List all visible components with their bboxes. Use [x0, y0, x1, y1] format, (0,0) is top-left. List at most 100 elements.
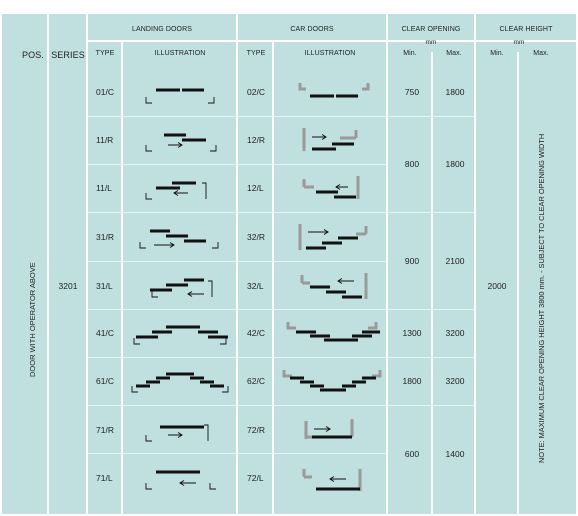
car-door-illustration	[302, 128, 358, 151]
clear-opening-min-value: 900	[404, 256, 420, 266]
landing-door-illustration	[131, 372, 229, 393]
clear-opening-min-header: Min.	[403, 50, 417, 57]
row-separator	[388, 116, 474, 117]
car-door-type: 62/C	[247, 376, 265, 386]
car-door-illustration	[302, 469, 362, 491]
height-min-max-divider	[517, 52, 519, 514]
car-door-illustration	[282, 370, 382, 392]
row-separator	[238, 261, 386, 262]
clear-height-max-header: Max.	[533, 50, 549, 57]
landing-illustration-header: ILLUSTRATION	[154, 50, 206, 57]
landing-door-type: 71/R	[96, 425, 114, 435]
car-header-divider	[238, 40, 386, 42]
car-door-illustration	[302, 176, 360, 199]
clear-opening-min-value: 750	[404, 87, 420, 97]
landing-type-divider	[121, 42, 123, 514]
landing-type-header: TYPE	[95, 50, 115, 57]
landing-door-illustration	[145, 181, 207, 200]
clear-opening-max-value: 3200	[445, 376, 465, 386]
row-separator	[88, 357, 236, 358]
clear-height-min-header: Min.	[490, 50, 504, 57]
clear-opening-header: CLEAR OPENING	[401, 26, 461, 33]
row-separator	[388, 309, 474, 310]
car-door-illustration	[298, 83, 370, 98]
clear-opening-max-value: 1800	[445, 87, 465, 97]
series-header: SERIES	[51, 50, 85, 60]
row-separator	[388, 357, 474, 358]
row-separator	[88, 261, 236, 262]
row-separator	[238, 309, 386, 310]
car-door-type: 72/R	[247, 425, 265, 435]
car-door-illustration	[304, 419, 354, 439]
car-illustration-header: ILLUSTRATION	[304, 50, 356, 57]
landing-door-illustration	[145, 133, 217, 152]
landing-door-type: 31/R	[96, 232, 114, 242]
row-separator	[238, 357, 386, 358]
position-label: DOOR WITH OPERATOR ABOVE	[28, 262, 37, 377]
landing-door-illustration	[145, 424, 209, 442]
clear-opening-max-header: Max.	[446, 50, 462, 57]
row-separator	[88, 405, 236, 406]
clear-opening-max-value: 1800	[445, 159, 465, 169]
row-separator	[238, 164, 386, 165]
row-separator	[88, 212, 236, 213]
landing-door-type: 01/C	[96, 87, 114, 97]
landing-doors-header: LANDING DOORS	[131, 26, 193, 33]
clear-opening-min-value: 1300	[402, 328, 422, 338]
row-separator	[238, 453, 386, 454]
car-door-illustration	[300, 273, 368, 299]
landing-door-type: 11/L	[96, 183, 112, 193]
clear-height-value: 2000	[487, 281, 507, 291]
car-door-type: 02/C	[247, 87, 265, 97]
clear-height-header: CLEAR HEIGHT	[499, 26, 553, 33]
car-door-type: 12/L	[247, 183, 264, 193]
opening-header-divider	[388, 40, 474, 42]
landing-doors-column	[88, 14, 236, 514]
landing-door-type: 31/L	[96, 281, 113, 291]
row-separator	[88, 453, 236, 454]
car-type-divider	[272, 42, 274, 514]
row-separator	[238, 116, 386, 117]
landing-header-divider	[88, 40, 236, 42]
row-separator	[388, 405, 474, 406]
clear-opening-max-value: 1400	[445, 449, 465, 459]
row-separator	[88, 309, 236, 310]
landing-door-type: 71/L	[96, 473, 113, 483]
row-separator	[388, 212, 474, 213]
row-separator	[238, 212, 386, 213]
landing-door-type: 61/C	[96, 376, 114, 386]
landing-door-type: 11/R	[96, 135, 114, 145]
landing-door-illustration	[139, 229, 219, 249]
row-separator	[88, 116, 236, 117]
clear-height-column	[476, 14, 576, 514]
clear-opening-min-value: 600	[404, 449, 420, 459]
car-door-type: 32/R	[247, 232, 265, 242]
height-header-divider	[476, 40, 576, 42]
car-door-type: 42/C	[247, 328, 265, 338]
car-doors-header: CAR DOORS	[290, 26, 334, 33]
landing-door-illustration	[145, 470, 216, 490]
clear-opening-min-value: 1800	[402, 376, 422, 386]
car-door-illustration	[286, 322, 380, 342]
series-value: 3201	[58, 281, 78, 291]
clear-height-unit: mm	[513, 39, 525, 46]
car-door-type: 32/L	[247, 281, 264, 291]
series-column	[49, 14, 86, 514]
clear-opening-max-value: 3200	[445, 328, 465, 338]
landing-door-illustration	[133, 325, 228, 345]
row-separator	[238, 405, 386, 406]
landing-door-type: 41/C	[96, 328, 114, 338]
clear-opening-unit: mm	[425, 39, 437, 46]
car-door-illustration	[298, 224, 368, 250]
opening-min-max-divider	[431, 52, 433, 514]
clear-height-note: NOTE: MAXIMUM CLEAR OPENING HEIGHT 3800 …	[537, 133, 546, 463]
car-door-type: 12/R	[247, 135, 265, 145]
car-type-header: TYPE	[246, 50, 266, 57]
landing-door-illustration	[150, 278, 213, 298]
car-door-type: 72/L	[247, 473, 264, 483]
pos-column	[2, 14, 47, 514]
landing-door-illustration	[145, 88, 215, 104]
pos-header: POS.	[22, 50, 44, 60]
row-separator	[88, 164, 236, 165]
